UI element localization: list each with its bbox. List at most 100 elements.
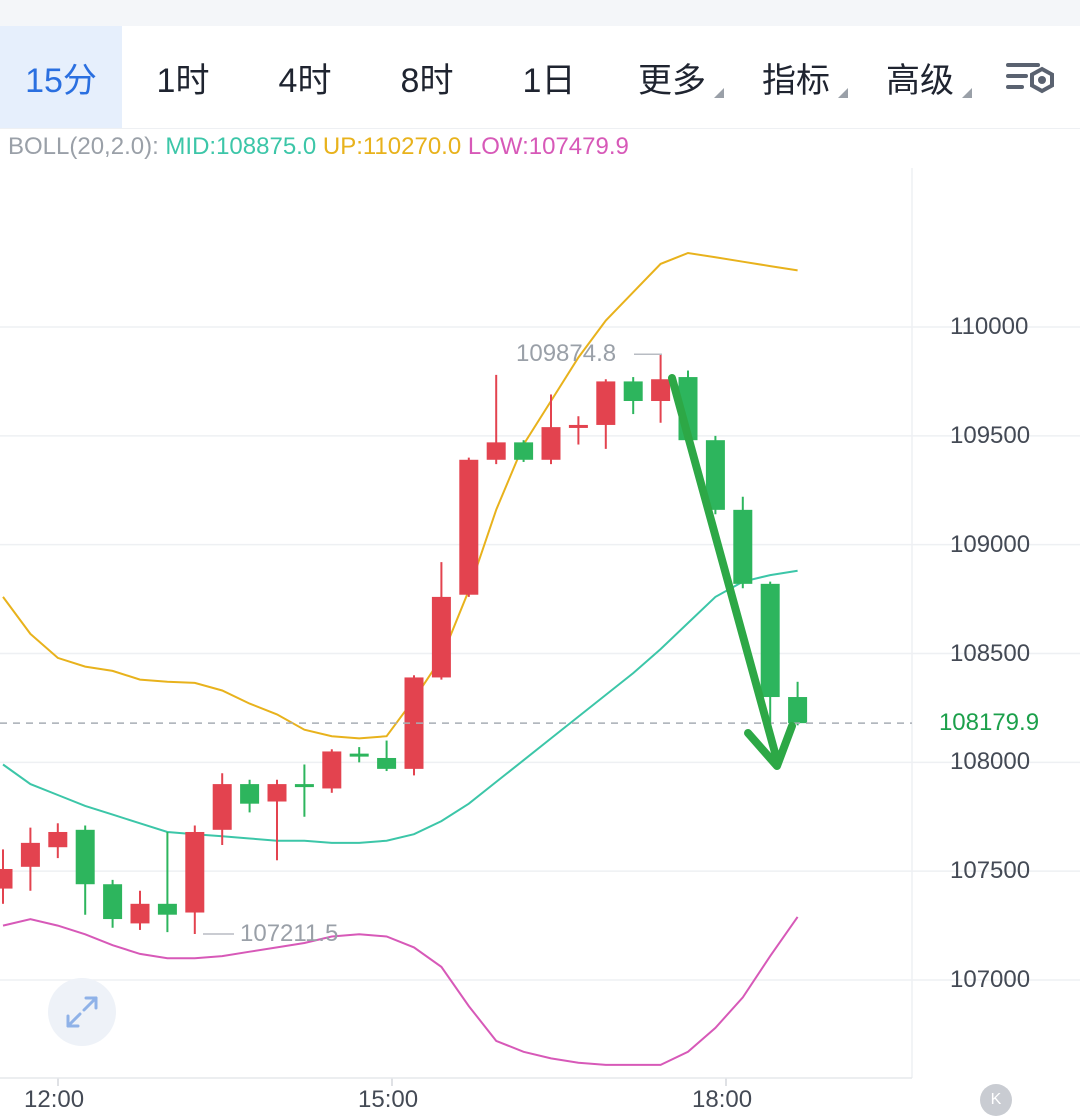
candle-body <box>349 753 369 757</box>
candle <box>568 416 588 445</box>
tab-1d[interactable]: 1日 <box>488 26 610 128</box>
candle <box>20 827 40 891</box>
candle <box>541 394 561 465</box>
fullscreen-button[interactable] <box>48 978 116 1046</box>
boll-mid-line <box>2 569 798 844</box>
tab-advanced-dropdown[interactable]: 高级 <box>858 26 982 128</box>
caret-down-icon <box>962 88 972 98</box>
chart-grid <box>0 326 1080 1086</box>
boll-low-value: LOW:107479.9 <box>467 133 629 160</box>
candle <box>404 675 424 776</box>
candle <box>130 890 150 930</box>
kline-toggle-button[interactable]: K <box>980 1084 1012 1116</box>
candle <box>322 749 342 793</box>
x-tick-label: 18:00 <box>692 1086 753 1113</box>
chart-settings-button[interactable] <box>996 26 1066 128</box>
y-tick-label: 107000 <box>950 966 1031 993</box>
caret-down-icon <box>714 88 724 98</box>
candle <box>514 440 534 462</box>
candle <box>0 849 13 904</box>
tab-indicators-dropdown[interactable]: 指标 <box>734 26 858 128</box>
high-price-annotation: 109874.8 <box>516 340 617 368</box>
y-tick-label: 108000 <box>950 748 1031 776</box>
boll-lower-line <box>2 916 799 1066</box>
candle <box>623 377 643 415</box>
candle <box>788 681 808 726</box>
tab-label: 1日 <box>522 61 576 100</box>
boll-label: BOLL(20,2.0): <box>8 133 159 160</box>
candle-body <box>596 381 616 425</box>
trend-arrow <box>668 374 796 770</box>
candle-body <box>48 831 68 848</box>
y-tick-label: 110000 <box>950 313 1029 340</box>
tab-label: 高级 <box>886 61 954 100</box>
boll-up-value: UP:110270.0 <box>322 133 462 160</box>
tab-label: 1时 <box>156 61 210 100</box>
candle-body <box>788 697 808 724</box>
candlestick-chart[interactable] <box>0 128 1080 1116</box>
candle-body <box>322 751 342 789</box>
candle <box>733 496 753 589</box>
candle <box>157 831 177 933</box>
candles-group <box>0 354 808 934</box>
timeframe-tabbar: 15分 1时 4时 8时 1日 更多 指标 高级 <box>0 26 1080 129</box>
y-tick-label: 109500 <box>950 421 1031 449</box>
candle-body <box>377 757 397 769</box>
candle-body <box>486 442 506 460</box>
x-tick-label: 15:00 <box>358 1086 419 1113</box>
candle <box>349 747 369 763</box>
tab-1h[interactable]: 1时 <box>122 26 244 128</box>
y-tick-label: 107500 <box>950 857 1031 885</box>
candle-body <box>130 903 150 924</box>
boll-upper-line <box>2 251 798 740</box>
candle-body <box>103 884 123 920</box>
tab-label: 15分 <box>25 61 97 100</box>
boll-mid-value: MID:108875.0 <box>165 133 317 160</box>
candle-body <box>240 784 260 804</box>
candle-body <box>623 381 643 402</box>
tab-4h[interactable]: 4时 <box>244 26 366 128</box>
candle <box>431 562 451 680</box>
tab-label: 更多 <box>638 61 706 100</box>
tab-15m[interactable]: 15分 <box>0 26 122 128</box>
tab-8h[interactable]: 8时 <box>366 26 488 128</box>
candle-body <box>459 459 479 595</box>
candle <box>760 581 780 735</box>
candle <box>294 764 314 817</box>
boll-bands <box>2 251 799 1066</box>
candle-body <box>294 784 314 788</box>
candle-body <box>20 842 40 867</box>
high-low-markers <box>203 353 662 935</box>
current-price-tag: 108179.9 <box>914 703 1064 743</box>
candle-body <box>733 509 753 584</box>
candle <box>651 354 671 423</box>
candle-body <box>404 677 424 769</box>
candle <box>377 740 397 772</box>
candle-body <box>651 379 671 402</box>
caret-down-icon <box>838 88 848 98</box>
candle-body <box>760 583 780 698</box>
boll-indicator-legend: BOLL(20,2.0): MID:108875.0 UP:110270.0 L… <box>8 133 629 161</box>
x-tick-label: 12:00 <box>24 1086 85 1113</box>
expand-arrows-icon <box>66 996 98 1028</box>
tab-more-dropdown[interactable]: 更多 <box>610 26 734 128</box>
candle <box>185 825 205 934</box>
tab-label: 指标 <box>762 61 830 100</box>
status-strip <box>0 0 1080 26</box>
candle <box>705 435 725 515</box>
candle-body <box>514 442 534 460</box>
candle <box>486 374 506 465</box>
candle <box>212 773 232 846</box>
candle-body <box>212 784 232 830</box>
y-tick-label: 109000 <box>950 530 1031 558</box>
kline-icon-label: K <box>990 1091 1002 1108</box>
candle <box>267 779 287 861</box>
candle-body <box>705 440 725 510</box>
candle <box>459 457 479 597</box>
candle-body <box>267 784 287 802</box>
candle <box>240 779 260 813</box>
tab-label: 4时 <box>278 61 332 100</box>
candle-body <box>185 831 205 913</box>
low-price-annotation: 107211.5 <box>240 919 339 947</box>
candle <box>596 379 616 449</box>
